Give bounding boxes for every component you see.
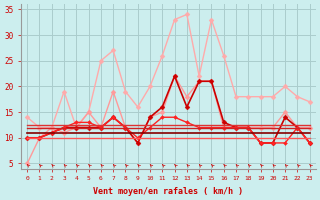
X-axis label: Vent moyen/en rafales ( km/h ): Vent moyen/en rafales ( km/h ) xyxy=(93,187,244,196)
